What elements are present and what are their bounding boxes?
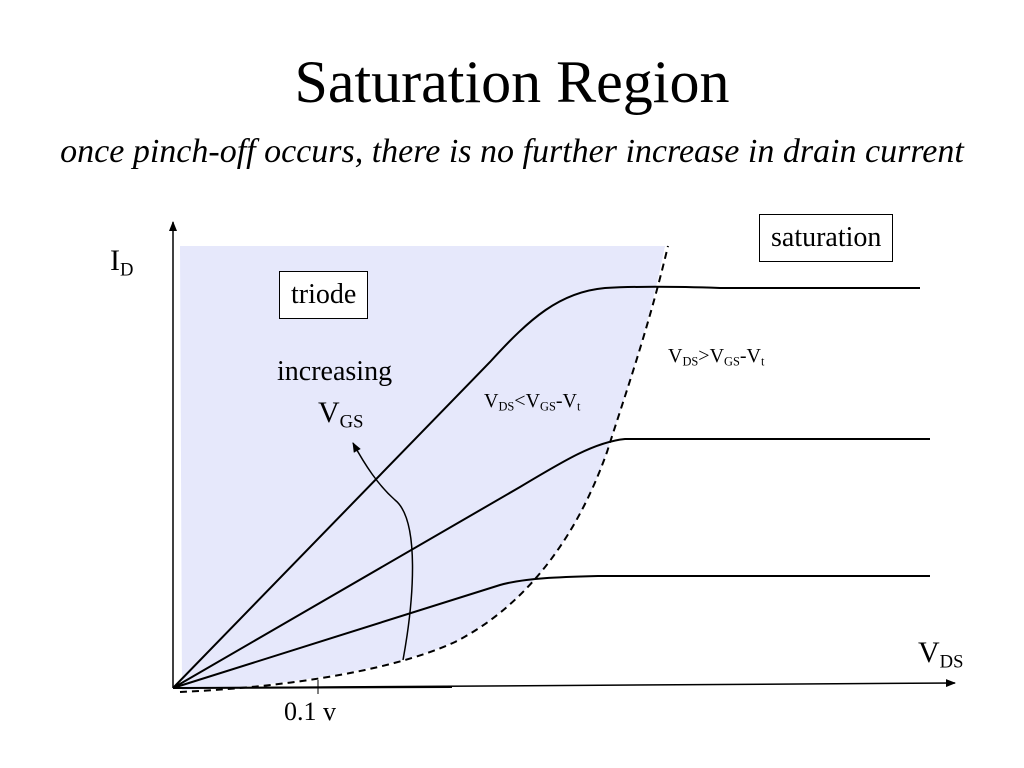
curve-mid-vgs	[172, 438, 930, 689]
triode-region-label: triode	[279, 271, 369, 319]
tick-label: 0.1 v	[284, 697, 336, 726]
saturation-region-label: saturation	[759, 214, 894, 262]
pinch-off-boundary	[179, 245, 669, 693]
vgs-label: VGS	[318, 396, 364, 433]
triode-region-shading	[180, 246, 665, 690]
increasing-label: increasing	[277, 356, 393, 387]
slide-subtitle: once pinch-off occurs, there is no furth…	[60, 133, 964, 170]
saturation-condition-label: VDS>VGS-Vt	[668, 345, 765, 369]
slide-title: Saturation Region	[294, 49, 730, 115]
y-axis-label: ID	[110, 244, 134, 281]
curve-low-vgs	[172, 575, 930, 689]
curve-high-vgs	[172, 285, 920, 689]
x-axis-label: VDS	[918, 636, 964, 673]
x-axis-segment	[172, 686, 453, 689]
triode-condition-label: VDS<VGS-Vt	[484, 390, 581, 414]
increasing-vgs-arrow	[352, 442, 414, 661]
